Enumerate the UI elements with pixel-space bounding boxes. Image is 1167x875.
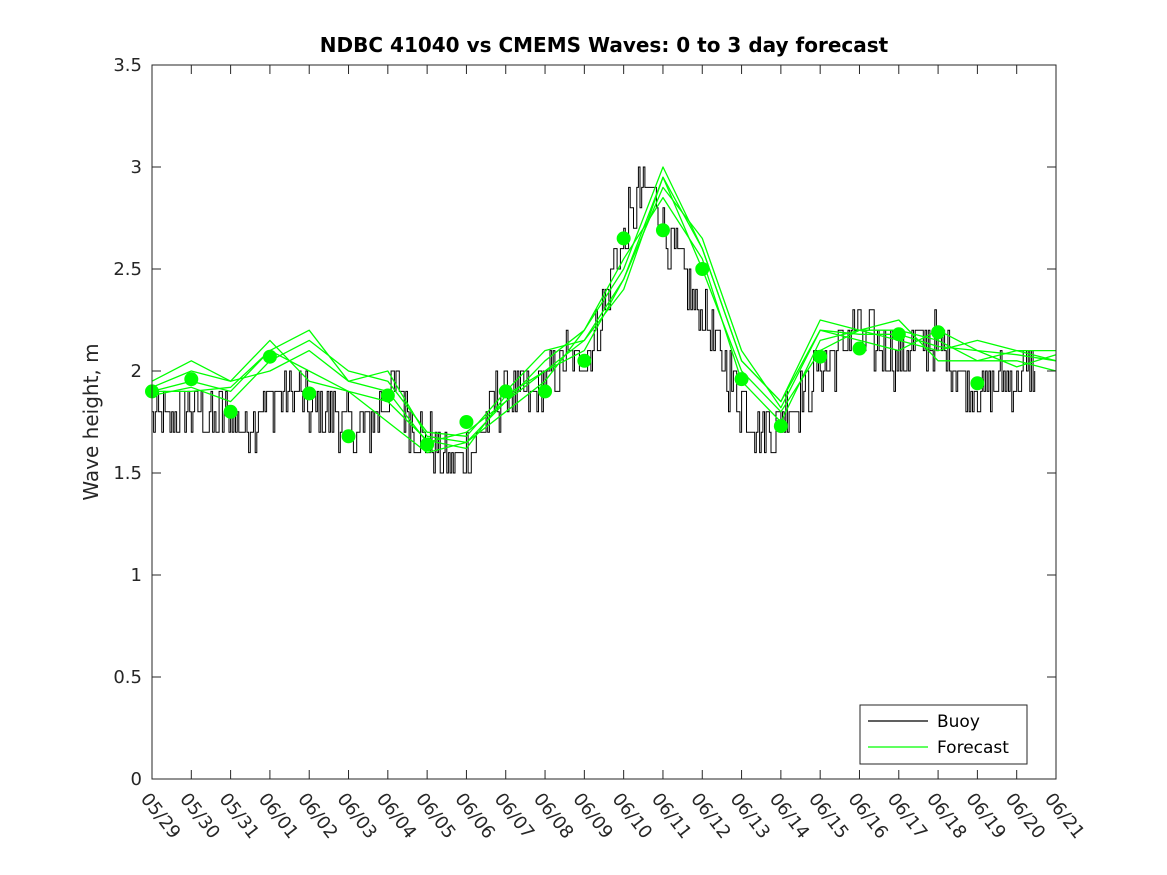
y-axis-label: Wave height, m xyxy=(79,343,103,500)
x-tick-label: 06/10 xyxy=(608,789,656,843)
legend-forecast-label: Forecast xyxy=(937,738,1009,758)
x-tick-label: 06/17 xyxy=(883,789,931,843)
plot-frame xyxy=(151,64,1057,780)
y-tick-label: 1 xyxy=(131,565,142,586)
forecast-marker xyxy=(891,327,906,342)
x-tick-label: 06/20 xyxy=(1001,789,1049,843)
forecast-marker xyxy=(184,372,199,387)
x-tick-label: 06/03 xyxy=(333,789,381,843)
x-tick-label: 06/16 xyxy=(844,789,892,843)
x-tick-label: 06/14 xyxy=(765,789,813,843)
x-tick-label: 06/01 xyxy=(254,789,302,843)
x-tick-label: 06/06 xyxy=(450,789,498,843)
x-tick-label: 06/07 xyxy=(490,789,538,843)
x-tick-label: 06/18 xyxy=(922,789,970,843)
x-tick-label: 06/19 xyxy=(961,789,1009,843)
y-tick-label: 2 xyxy=(131,361,142,382)
forecast-series-group xyxy=(151,166,1057,454)
y-tick-label: 1.5 xyxy=(113,463,142,484)
x-tick-label: 06/21 xyxy=(1040,789,1088,843)
x-tick-label: 06/12 xyxy=(686,789,734,843)
forecast-marker xyxy=(970,376,985,391)
legend: Buoy Forecast xyxy=(859,704,1028,765)
forecast-marker xyxy=(931,325,946,340)
legend-buoy-label: Buoy xyxy=(937,712,980,732)
x-tick-label: 06/11 xyxy=(647,789,695,843)
x-tick-label: 06/05 xyxy=(411,789,459,843)
x-tick-label: 05/30 xyxy=(175,789,223,843)
forecast-marker xyxy=(616,231,631,246)
forecast-marker xyxy=(773,419,788,434)
forecast-marker xyxy=(695,262,710,276)
forecast-marker xyxy=(734,372,749,387)
forecast-marker xyxy=(380,388,395,403)
forecast-marker xyxy=(538,384,553,399)
legend-box xyxy=(859,704,1028,765)
forecast-marker xyxy=(577,353,592,368)
forecast-line xyxy=(151,196,1056,444)
y-tick-label: 3 xyxy=(131,157,142,178)
forecast-marker xyxy=(302,386,317,401)
x-tick-label: 06/15 xyxy=(804,789,852,843)
x-tick-label: 06/08 xyxy=(529,789,577,843)
forecast-marker xyxy=(223,404,238,419)
forecast-marker xyxy=(262,349,277,364)
forecast-marker xyxy=(420,437,435,452)
forecast-line xyxy=(151,186,1057,437)
chart-title: NDBC 41040 vs CMEMS Waves: 0 to 3 day fo… xyxy=(320,33,889,57)
x-tick-label: 06/02 xyxy=(293,789,341,843)
x-tick-label: 06/09 xyxy=(568,789,616,843)
y-axis: 0 0.5 1 1.5 2 2.5 3 3.5 xyxy=(113,55,1056,790)
y-tick-label: 2.5 xyxy=(113,259,142,280)
forecast-marker xyxy=(341,429,356,444)
plot-background xyxy=(152,65,1056,779)
y-tick-label: 0 xyxy=(131,769,142,790)
forecast-marker xyxy=(852,341,867,356)
forecast-marker xyxy=(655,223,670,238)
forecast-marker xyxy=(459,415,474,429)
forecast-markers xyxy=(145,223,985,452)
x-tick-label: 06/13 xyxy=(726,789,774,843)
x-tick-label: 05/29 xyxy=(136,789,184,843)
y-tick-label: 3.5 xyxy=(113,55,142,76)
forecast-marker xyxy=(498,384,513,399)
y-tick-label: 0.5 xyxy=(113,667,142,688)
forecast-marker xyxy=(813,349,828,364)
x-tick-label: 05/31 xyxy=(215,789,263,843)
x-tick-label: 06/04 xyxy=(372,789,420,843)
